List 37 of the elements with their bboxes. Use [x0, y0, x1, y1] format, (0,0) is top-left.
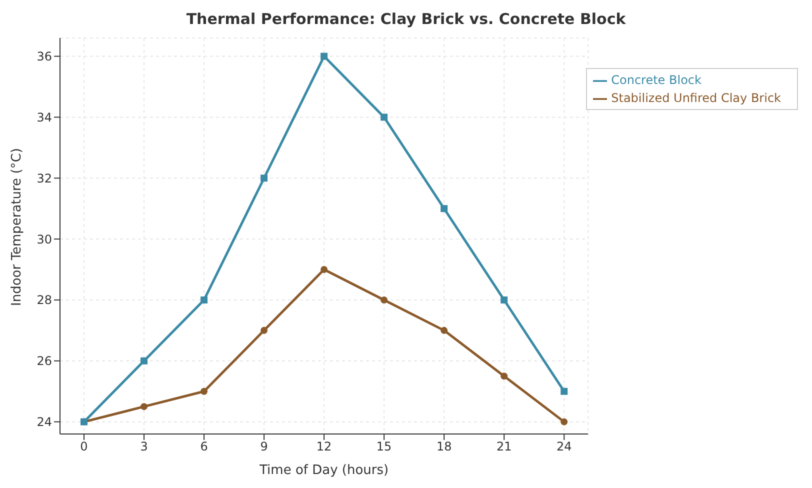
point [320, 266, 328, 274]
y-axis-title: Indoor Temperature (°C) [10, 148, 25, 306]
point [320, 52, 328, 60]
point [560, 388, 568, 395]
x-tick-label: 6 [200, 440, 208, 454]
y-tick-label: 28 [36, 293, 52, 308]
point [500, 296, 508, 304]
point [440, 205, 448, 212]
point [140, 357, 148, 364]
point [500, 372, 508, 380]
y-tick-label: 30 [36, 232, 52, 246]
x-tick-label: 21 [496, 440, 512, 454]
chart-title: Thermal Performance: Clay Brick vs. Concrete Block [185, 9, 627, 30]
point [380, 114, 388, 121]
x-tick-label: 0 [80, 440, 88, 454]
x-tick-label: 18 [436, 440, 452, 454]
x-tick-label: 24 [556, 440, 572, 454]
point [260, 326, 268, 334]
point [140, 403, 148, 410]
x-tick-label: 12 [316, 440, 332, 454]
point [380, 296, 388, 304]
point [260, 174, 268, 182]
y-tick-label: 24 [36, 415, 52, 430]
point [440, 326, 448, 334]
x-tick-label: 9 [260, 440, 268, 454]
y-tick-label: 36 [36, 50, 52, 64]
y-tick-label: 34 [36, 110, 52, 124]
y-tick-label: 32 [36, 171, 52, 186]
point [560, 418, 568, 426]
point [200, 296, 208, 304]
point [200, 388, 208, 395]
y-tick-label: 26 [36, 354, 52, 368]
x-axis-title: Time of Day (hours) [258, 463, 389, 478]
legend-label: Stabilized Unfired Clay Brick [611, 91, 781, 105]
x-tick-label: 3 [140, 440, 148, 454]
legend-label: Concrete Block [611, 73, 702, 87]
x-tick-label: 15 [376, 440, 392, 454]
